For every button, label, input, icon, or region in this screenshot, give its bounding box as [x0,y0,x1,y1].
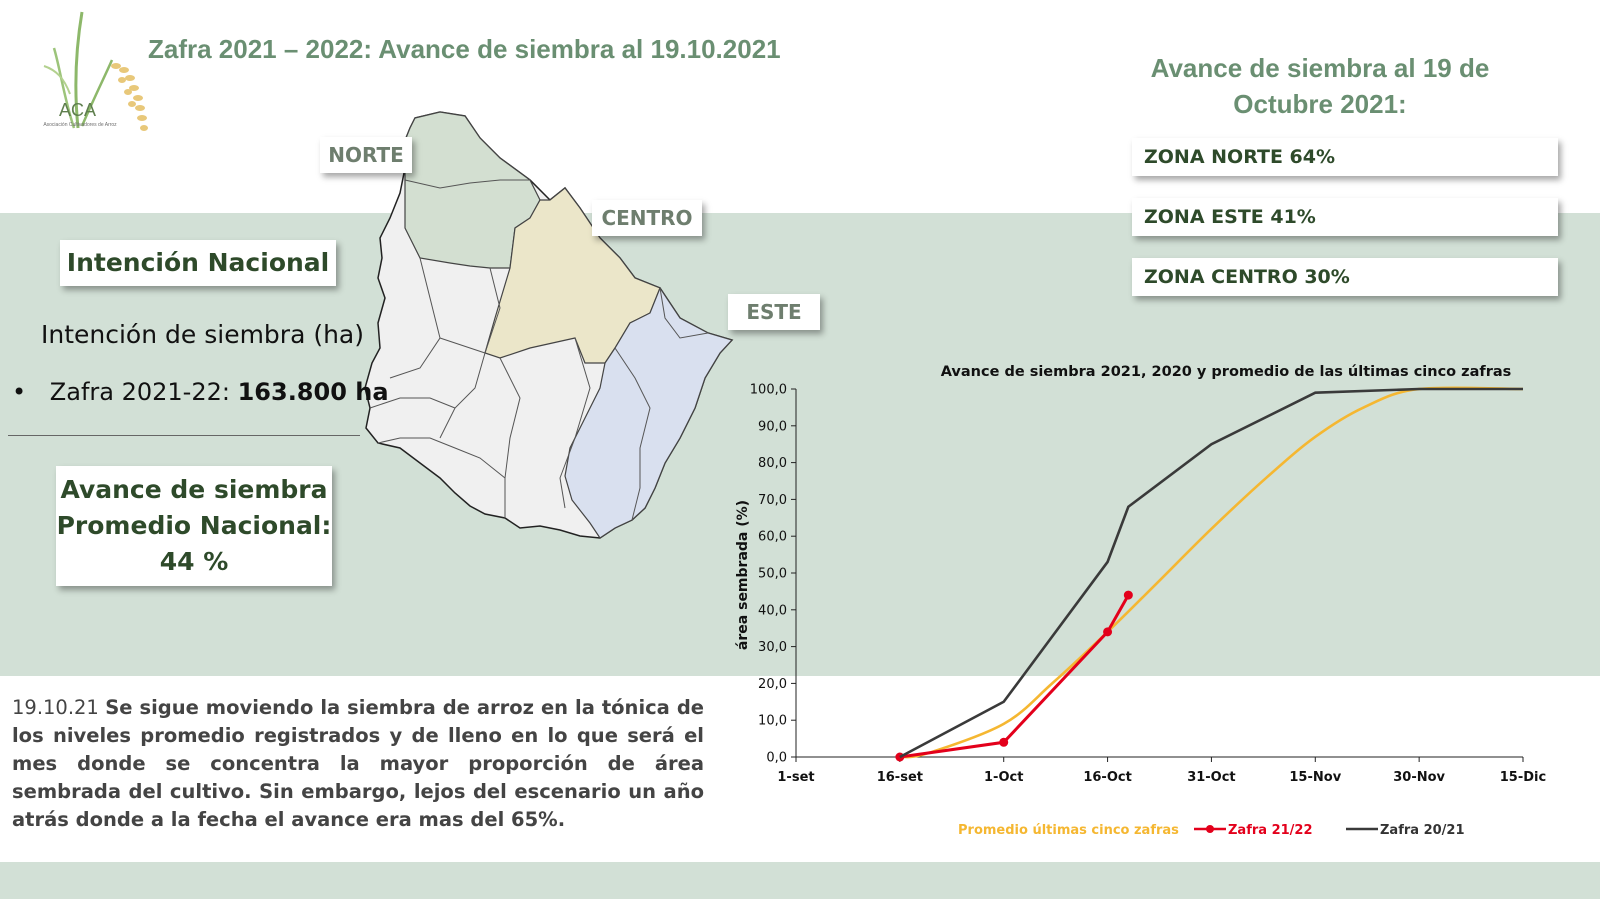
intencion-label: Intención de siembra (ha) [41,320,365,349]
zafra-value: 163.800 ha [237,378,389,406]
y-tick-label: 90,0 [758,419,787,434]
avance-line-2: Promedio Nacional: [56,511,332,540]
body-text: Se sigue moviendo la siembra de arroz en… [12,696,704,831]
y-tick-label: 100,0 [750,383,787,398]
x-tick-label: 16-set [877,770,923,785]
y-axis-label: área sembrada (%) [735,500,751,650]
avance-promedio-box: Avance de siembra Promedio Nacional: 44 … [56,466,332,586]
legend-label: Zafra 20/21 [1380,823,1465,838]
y-tick-label: 0,0 [766,751,787,766]
series-line-2 [899,387,1523,759]
series-point [1123,590,1133,600]
intencion-nacional-box: Intención Nacional [60,240,336,286]
x-tick-label: 1-set [777,770,814,785]
y-tick-label: 10,0 [758,714,787,729]
y-tick-label: 70,0 [758,493,787,508]
x-tick-label: 30-Nov [1393,770,1445,785]
avance-line-3: 44 % [159,547,229,576]
body-date: 19.10.21 [12,696,99,719]
avance-line-1: Avance de siembra [60,475,328,504]
bottom-green-band [0,862,1600,899]
right-title-line-2: Octubre 2021: [1233,89,1407,119]
series-line-0 [899,386,1524,759]
zafra-prefix: Zafra 2021-22: [49,378,238,406]
chart-title: Avance de siembra 2021, 2020 y promedio … [941,364,1512,380]
avance-siembra-chart: Avance de siembra 2021, 2020 y promedio … [735,364,1546,838]
zafra-intencion-line: • Zafra 2021-22: 163.800 ha [12,378,389,406]
x-tick-label: 31-Oct [1187,770,1235,785]
right-title-line-1: Avance de siembra al 19 de [1150,53,1490,83]
aca-logo: ACA Asociación Cultivadores de Arroz [34,8,149,140]
map-region-norte [401,111,541,269]
y-tick-label: 60,0 [758,530,787,545]
series-point [1103,627,1113,637]
legend-marker [1206,825,1214,833]
bullet: • [12,378,27,406]
logo-text: ACA [59,100,97,120]
y-tick-label: 20,0 [758,677,787,692]
series-point [999,737,1009,747]
zone-norte-box: ZONA NORTE 64% [1132,138,1558,176]
zone-centro-box: ZONA CENTRO 30% [1132,258,1558,296]
page-title: Zafra 2021 – 2022: Avance de siembra al … [148,34,781,64]
map-label-centro: CENTRO [592,200,702,236]
body-paragraph: 19.10.21 Se sigue moviendo la siembra de… [12,694,704,834]
logo-subtitle: Asociación Cultivadores de Arroz [43,122,117,128]
series-line-1 [899,594,1130,759]
legend-label: Promedio últimas cinco zafras [958,823,1179,838]
rice-plant-icon [43,11,148,131]
zone-este-box: ZONA ESTE 41% [1132,198,1558,236]
y-tick-label: 40,0 [758,603,787,618]
map-label-norte: NORTE [320,137,412,173]
y-tick-label: 50,0 [758,567,787,582]
legend-label: Zafra 21/22 [1228,823,1313,838]
x-tick-label: 15-Nov [1289,770,1341,785]
y-tick-label: 80,0 [758,456,787,471]
left-divider [8,435,360,436]
map-label-este: ESTE [728,294,820,330]
x-tick-label: 16-Oct [1083,770,1131,785]
x-tick-label: 1-Oct [984,770,1023,785]
right-title: Avance de siembra al 19 de Octubre 2021: [1130,50,1510,122]
y-tick-label: 30,0 [758,640,787,655]
x-tick-label: 15-Dic [1500,770,1546,785]
uruguay-map [364,111,734,539]
